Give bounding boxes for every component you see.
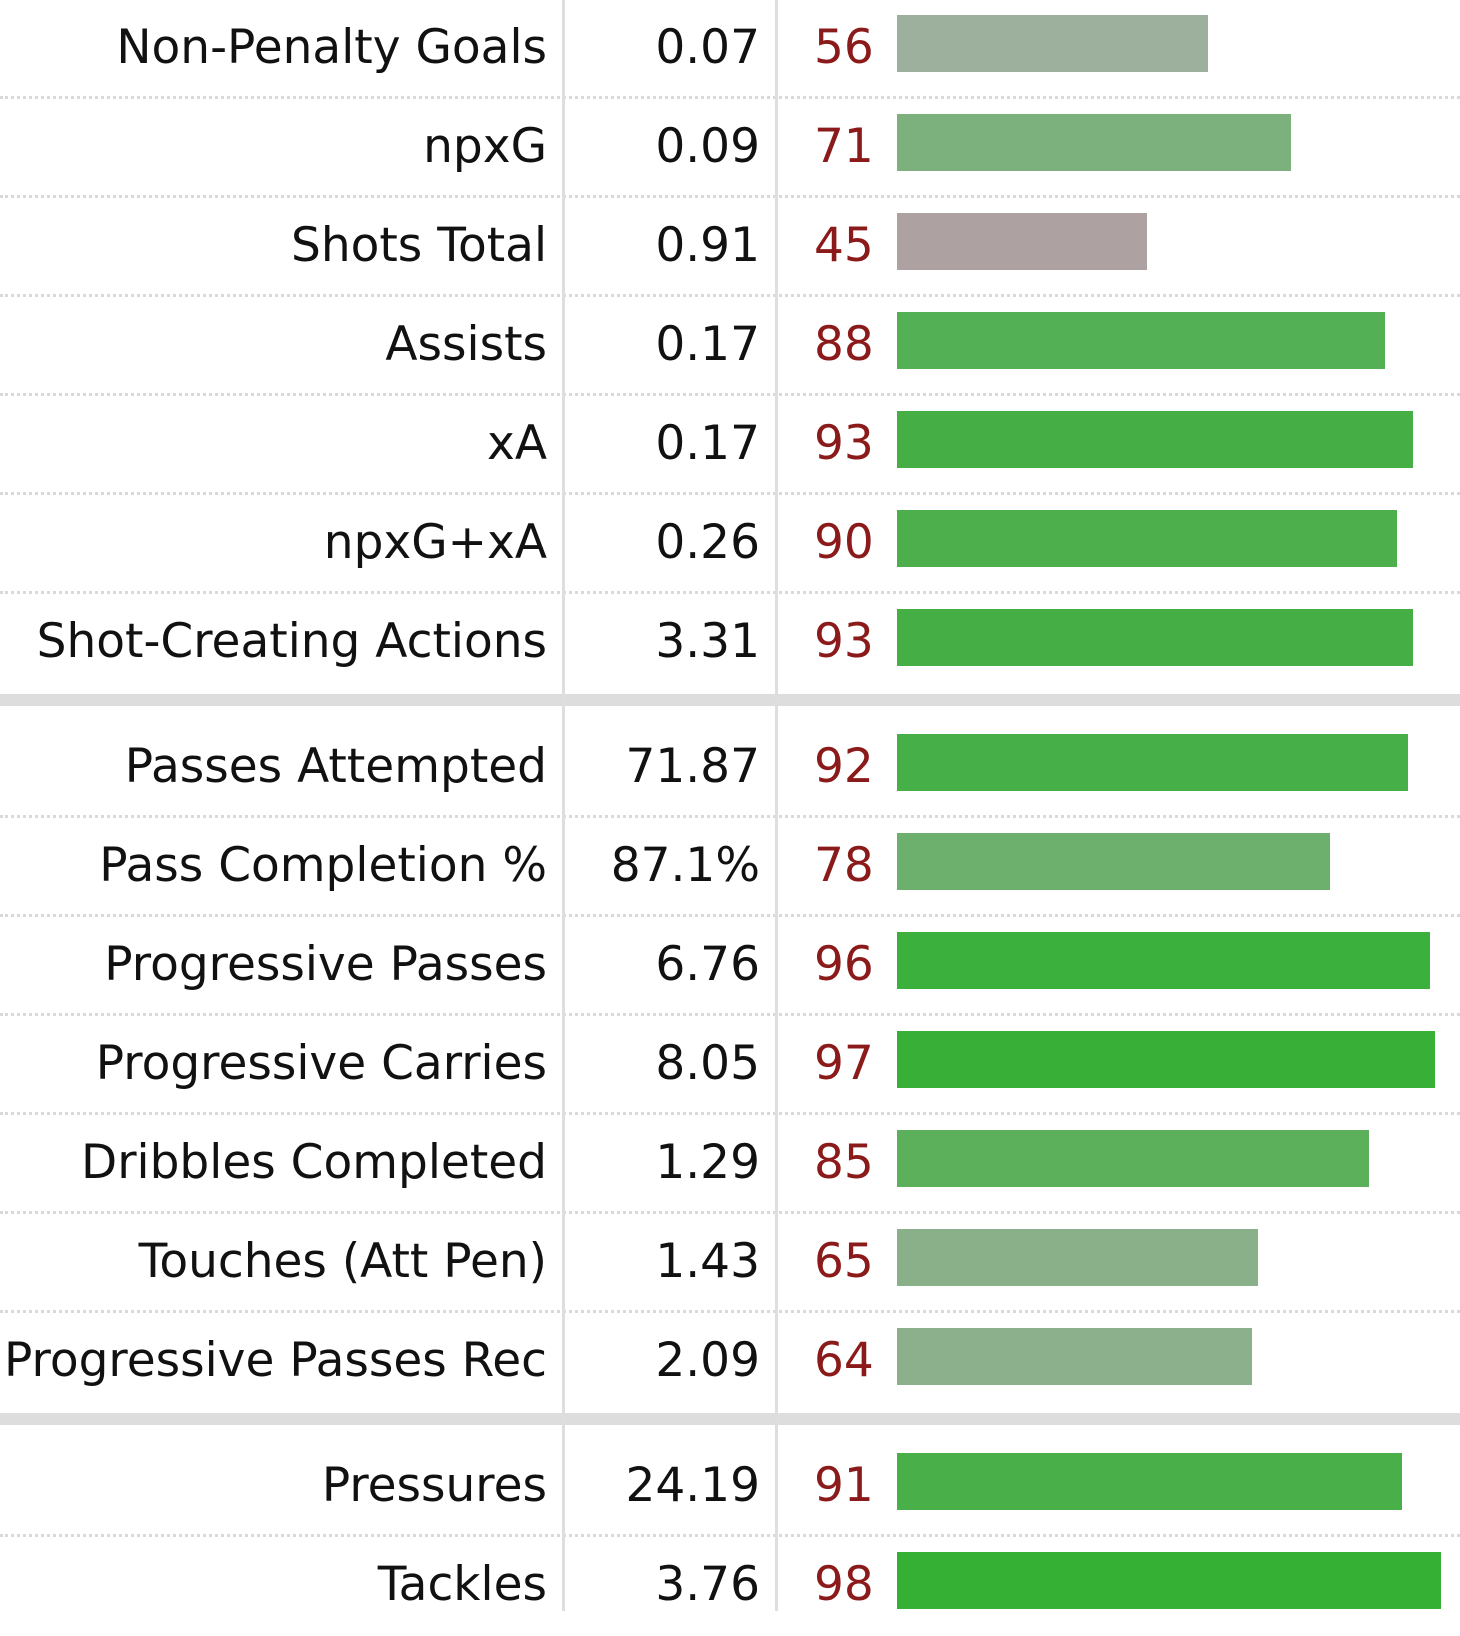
percentile-bar (897, 114, 1291, 171)
stat-label: Progressive Carries (95, 1036, 547, 1091)
percentile-number: 45 (814, 218, 874, 273)
percentile-bar (897, 15, 1208, 72)
column-divider (562, 0, 565, 1611)
stat-row: Touches (Att Pen) 1.43 65 (0, 1214, 1460, 1313)
stat-label: Pass Completion % (99, 838, 547, 893)
percentile-number: 88 (814, 317, 874, 372)
stat-row: xA 0.17 93 (0, 396, 1460, 495)
stat-value: 24.19 (625, 1458, 760, 1513)
stat-value: 71.87 (625, 739, 760, 794)
percentile-bar (897, 734, 1408, 791)
stat-row: npxG+xA 0.26 90 (0, 495, 1460, 594)
stat-value: 0.17 (655, 317, 760, 372)
stat-label: Passes Attempted (124, 739, 547, 794)
percentile-number: 93 (814, 614, 874, 669)
stat-value: 6.76 (655, 937, 760, 992)
percentile-number: 90 (814, 515, 874, 570)
stat-value: 1.43 (655, 1234, 760, 1289)
percentile-bar (897, 932, 1430, 989)
percentile-number: 56 (814, 20, 874, 75)
percentile-bar (897, 1031, 1435, 1088)
stat-label: Dribbles Completed (81, 1135, 547, 1190)
stat-value: 0.17 (655, 416, 760, 471)
stat-row: Dribbles Completed 1.29 85 (0, 1115, 1460, 1214)
stat-label: Assists (385, 317, 547, 372)
stat-row: Non-Penalty Goals 0.07 56 (0, 0, 1460, 99)
stat-row: Passes Attempted 71.87 92 (0, 719, 1460, 818)
stat-label: npxG (423, 119, 547, 174)
percentile-number: 92 (814, 739, 874, 794)
stat-row: Shot-Creating Actions 3.31 93 (0, 594, 1460, 693)
percentile-number: 78 (814, 838, 874, 893)
stat-label: Non-Penalty Goals (116, 20, 547, 75)
percentile-bar (897, 609, 1413, 666)
percentile-number: 85 (814, 1135, 874, 1190)
percentile-bar (897, 1328, 1252, 1385)
stat-value: 0.09 (655, 119, 760, 174)
stat-label: Shot-Creating Actions (36, 614, 547, 669)
percentile-bar (897, 1130, 1369, 1187)
stat-label: xA (487, 416, 547, 471)
percentile-number: 71 (814, 119, 874, 174)
stat-value: 3.76 (655, 1557, 760, 1612)
stat-label: Progressive Passes (104, 937, 547, 992)
percentile-bar (897, 1552, 1441, 1609)
stat-label: Progressive Passes Rec (4, 1333, 547, 1388)
stat-value: 0.91 (655, 218, 760, 273)
stat-row: Progressive Passes Rec 2.09 64 (0, 1313, 1460, 1412)
stat-value: 0.26 (655, 515, 760, 570)
group-separator (0, 1413, 1460, 1425)
percentile-number: 64 (814, 1333, 874, 1388)
percentile-number: 93 (814, 416, 874, 471)
stat-row: Tackles 3.76 98 (0, 1537, 1460, 1636)
stat-value: 1.29 (655, 1135, 760, 1190)
stat-row: Pressures 24.19 91 (0, 1438, 1460, 1537)
percentile-bar (897, 1453, 1402, 1510)
stat-value: 8.05 (655, 1036, 760, 1091)
stat-row: Progressive Passes 6.76 96 (0, 917, 1460, 1016)
percentile-bar (897, 411, 1413, 468)
stat-value: 2.09 (655, 1333, 760, 1388)
column-divider (775, 0, 778, 1611)
percentile-number: 98 (814, 1557, 874, 1612)
percentile-bar (897, 510, 1397, 567)
percentile-number: 97 (814, 1036, 874, 1091)
stat-label: Tackles (377, 1557, 547, 1612)
stat-value: 3.31 (655, 614, 760, 669)
stat-row: Pass Completion % 87.1% 78 (0, 818, 1460, 917)
stat-row: Shots Total 0.91 45 (0, 198, 1460, 297)
stat-row: npxG 0.09 71 (0, 99, 1460, 198)
stat-label: npxG+xA (323, 515, 547, 570)
percentile-bar (897, 312, 1385, 369)
stat-row: Assists 0.17 88 (0, 297, 1460, 396)
percentile-number: 96 (814, 937, 874, 992)
percentile-bar (897, 213, 1147, 270)
stat-label: Pressures (321, 1458, 547, 1513)
percentile-bar (897, 833, 1330, 890)
percentile-number: 65 (814, 1234, 874, 1289)
stat-value: 87.1% (610, 838, 760, 893)
stat-label: Touches (Att Pen) (138, 1234, 547, 1289)
percentile-bar (897, 1229, 1258, 1286)
group-separator (0, 694, 1460, 706)
stat-label: Shots Total (291, 218, 547, 273)
stat-row: Progressive Carries 8.05 97 (0, 1016, 1460, 1115)
percentile-number: 91 (814, 1458, 874, 1513)
stat-value: 0.07 (655, 20, 760, 75)
